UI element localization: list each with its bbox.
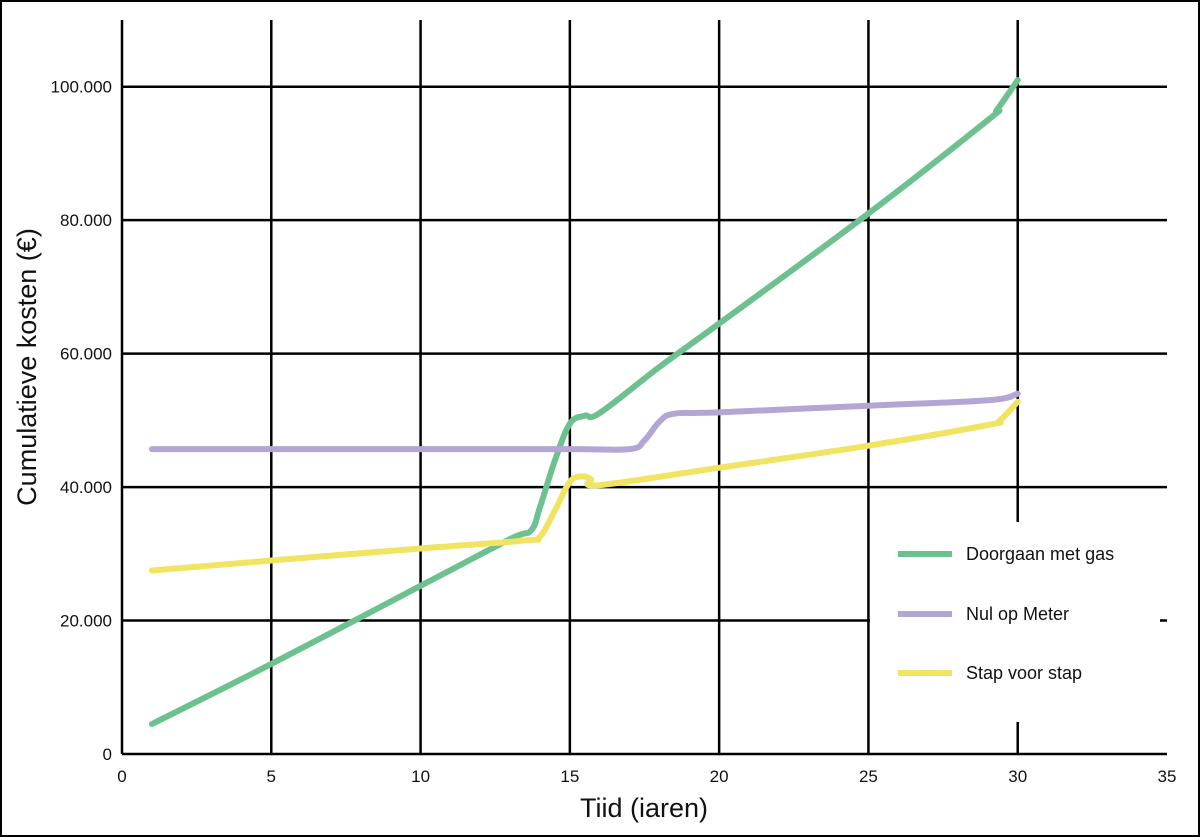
- x-tick-label-3: 15: [560, 767, 579, 786]
- grid: [120, 20, 1167, 756]
- y-tick-label-3: 60.000: [60, 345, 112, 364]
- y-tick-label-1: 20.000: [60, 612, 112, 631]
- x-axis-title: Tiid (iaren): [580, 793, 708, 823]
- y-axis-title: Cumulatieve kosten (€): [12, 228, 42, 506]
- x-tick-label-2: 10: [411, 767, 430, 786]
- series-line-0: [148, 77, 1021, 727]
- legend-label-2: Stap voor stap: [966, 663, 1082, 683]
- x-tick-label-7: 35: [1158, 767, 1177, 786]
- x-tick-label-1: 5: [267, 767, 276, 786]
- series-line-1: [148, 390, 1021, 453]
- y-tick-label-4: 80.000: [60, 211, 112, 230]
- y-tick-label-2: 40.000: [60, 478, 112, 497]
- tick-labels: 0 5 10 15 20 25 30 35 0 20.000 40.000 60.000 80.000 1…: [51, 78, 1177, 786]
- y-tick-label-5: 100.000: [51, 78, 112, 97]
- series-line-2: [148, 398, 1021, 574]
- legend-label-0: Doorgaan met gas: [966, 544, 1114, 564]
- y-tick-label-0: 0: [103, 745, 112, 764]
- x-tick-label-0: 0: [117, 767, 126, 786]
- legend: Doorgaan met gas Nul op Meter Stap voor st…: [898, 544, 1114, 683]
- x-tick-label-5: 25: [859, 767, 878, 786]
- series-lines: [148, 77, 1021, 727]
- x-tick-label-4: 20: [710, 767, 729, 786]
- legend-label-1: Nul op Meter: [966, 604, 1069, 624]
- x-tick-label-6: 30: [1008, 767, 1027, 786]
